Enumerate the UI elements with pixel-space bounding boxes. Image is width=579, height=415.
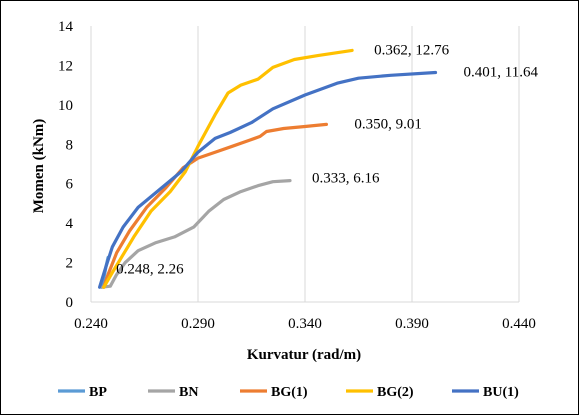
y-axis-title: Momen (kNm) [31,119,47,214]
data-labels: 0.248, 2.26 0.333, 6.16 0.350, 9.01 0.362, … [116,42,538,277]
series-lines [97,48,438,289]
legend: BP BN BG(1) BG(2) BU(1) [58,385,519,400]
tick-labels: 0.240 0.290 0.340 0.390 0.440 0 2 4 6 8 10 12 14 [58,19,536,332]
series-line-bg1 [102,122,328,289]
legend-label: BG(1) [271,385,308,400]
legend-label: BU(1) [483,385,519,400]
y-tick-label: 6 [66,177,74,193]
y-tick-label: 10 [58,98,73,114]
data-label: 0.362, 12.76 [374,42,450,58]
series-line-bn [100,179,292,289]
x-tick-label: 0.440 [502,316,536,332]
data-label: 0.248, 2.26 [116,262,184,278]
y-tick-label: 14 [58,19,74,35]
x-axis-title: Kurvatur (rad/m) [247,347,361,363]
series-line-bg2 [102,48,354,289]
data-label: 0.401, 11.64 [464,65,539,81]
legend-label: BG(2) [377,385,414,400]
y-tick-label: 2 [66,256,74,272]
data-label: 0.333, 6.16 [312,171,380,187]
y-tick-label: 0 [66,295,74,311]
gridlines [90,26,520,302]
x-tick-label: 0.290 [181,316,215,332]
y-tick-label: 8 [66,137,74,153]
series-line-bu1 [97,70,438,289]
x-tick-label: 0.390 [395,316,429,332]
y-tick-label: 4 [66,216,74,232]
legend-label: BP [89,385,107,400]
y-tick-label: 12 [58,58,73,74]
legend-label: BN [179,385,198,400]
x-tick-label: 0.240 [74,316,108,332]
data-label: 0.350, 9.01 [354,116,422,132]
x-tick-label: 0.340 [288,316,322,332]
